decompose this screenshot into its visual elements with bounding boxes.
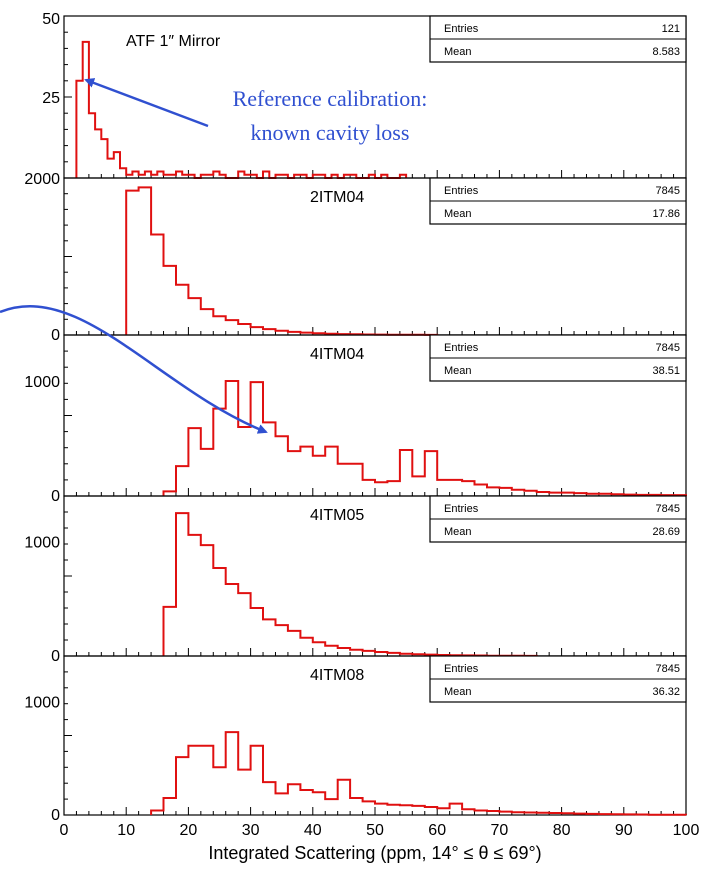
y-zero-label: 0 [51,488,60,505]
stats-mean-value: 36.32 [652,686,680,698]
x-tick-label: 90 [615,822,633,839]
x-axis-title: Integrated Scattering (ppm, 14° ≤ θ ≤ 69… [208,843,541,863]
annotation-line-2: known cavity loss [251,120,410,145]
stats-mean-label: Mean [444,208,472,220]
histogram-title: 2ITM04 [310,189,364,206]
histogram-series [162,380,687,497]
y-zero-label: 0 [51,327,60,344]
x-axis: 0 10 20 30 40 50 60 70 80 90 100 Integrated Scatter… [60,822,700,863]
stats-entries-label: Entries [444,503,479,515]
histogram-title: 4ITM05 [310,507,364,524]
stats-entries-value: 7845 [656,663,680,675]
histogram-title: 4ITM08 [310,667,364,684]
x-tick-label: 70 [491,822,509,839]
y-tick-label: 50 [42,11,60,28]
y-tick-label: 1000 [24,535,60,552]
histogram-panel: ATF 1″ Mirror 50 25 Entries 121 Mean 8.583 [42,11,687,179]
histogram-panel: 4ITM08 1000 0 Entries 7845 Mean 36.32 [24,655,687,824]
x-tick-label: 100 [673,822,700,839]
x-tick-label: 20 [180,822,198,839]
stats-mean-value: 8.583 [652,46,680,58]
stats-entries-value: 121 [662,23,680,35]
annotation: Reference calibration: known cavity loss [0,78,428,434]
y-tick-label: 1000 [24,694,60,711]
stats-mean-label: Mean [444,365,472,377]
histogram-series [125,186,439,336]
stats-entries-value: 7845 [656,342,680,354]
y-tick-label: 25 [42,90,60,107]
stats-mean-value: 17.86 [652,208,680,220]
y-zero-label: 0 [51,648,60,665]
stats-entries-label: Entries [444,185,479,197]
x-tick-label: 0 [60,822,69,839]
stats-mean-label: Mean [444,46,472,58]
stats-mean-value: 28.69 [652,526,680,538]
x-tick-label: 80 [553,822,571,839]
stats-entries-label: Entries [444,342,479,354]
stats-entries-label: Entries [444,663,479,675]
stats-entries-value: 7845 [656,185,680,197]
histogram-panels: ATF 1″ Mirror 50 25 Entries 121 Mean 8.583 2ITM… [24,11,687,824]
histogram-panel: 4ITM04 1000 0 Entries 7845 Mean 38.51 [24,334,687,505]
x-tick-label: 60 [428,822,446,839]
stats-mean-value: 38.51 [652,365,680,377]
y-tick-label: 2000 [24,171,60,188]
stats-mean-label: Mean [444,526,472,538]
annotation-line-1: Reference calibration: [233,86,428,111]
y-zero-label: 0 [51,807,60,824]
y-tick-label: 1000 [24,374,60,391]
stats-mean-label: Mean [444,686,472,698]
histogram-title: ATF 1″ Mirror [126,33,221,50]
arrow-to-4ITM04 [0,305,268,434]
stats-entries-label: Entries [444,23,479,35]
histogram-panel: 4ITM05 1000 0 Entries 7845 Mean 28.69 [24,495,687,665]
x-tick-label: 30 [242,822,260,839]
histogram-panel: 2ITM04 0 Entries 7845 Mean 17.86 [51,177,687,344]
x-tick-label: 40 [304,822,322,839]
histogram-title: 4ITM04 [310,346,364,363]
arrow-to-reference [84,78,209,128]
x-tick-label: 50 [366,822,384,839]
stats-entries-value: 7845 [656,503,680,515]
x-tick-label: 10 [117,822,135,839]
histogram-series [150,731,687,816]
